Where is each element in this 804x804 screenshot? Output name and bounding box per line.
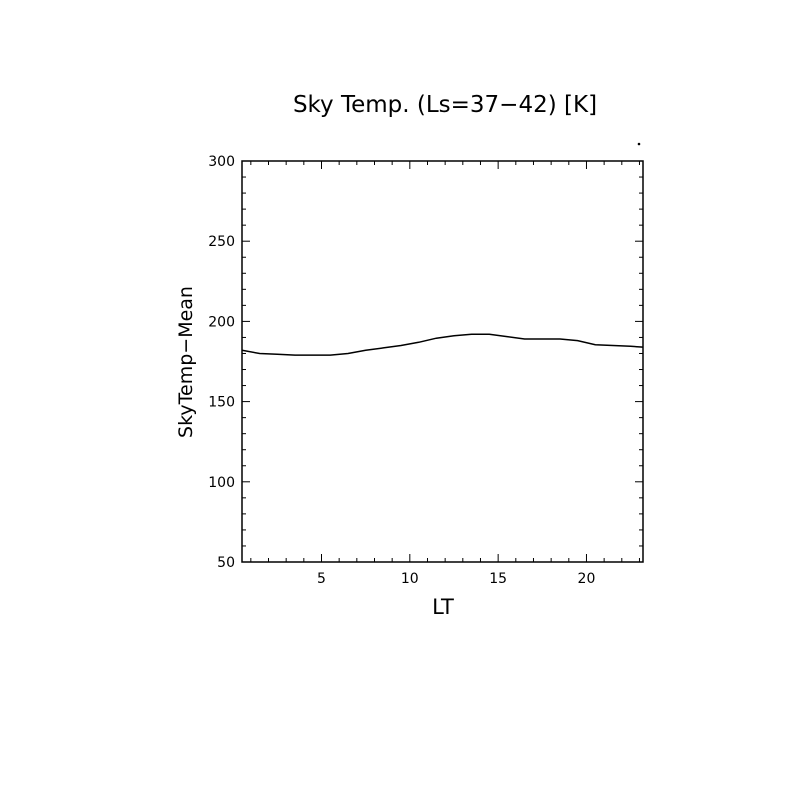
- y-tick-label: 300: [208, 154, 235, 170]
- plot-frame: [241, 160, 644, 563]
- axis-ticks: [242, 160, 643, 563]
- y-tick-label: 50: [217, 555, 235, 571]
- chart-title: Sky Temp. (Ls=37−42) [K]: [293, 92, 597, 118]
- y-tick-label: 150: [208, 395, 235, 411]
- axis-tick-labels: 50 100 150 200 250 300 5 10 15 20: [208, 154, 595, 587]
- y-tick-label: 250: [208, 234, 235, 250]
- x-tick-label: 15: [489, 571, 507, 587]
- y-tick-label: 200: [208, 314, 235, 330]
- x-tick-label: 10: [401, 571, 419, 587]
- x-axis-label: LT: [432, 595, 454, 619]
- y-axis-label: SkyTemp−Mean: [175, 286, 197, 438]
- corner-dot: [637, 142, 641, 146]
- y-tick-label: 100: [208, 475, 235, 491]
- x-tick-label: 5: [317, 571, 326, 587]
- x-tick-label: 20: [578, 571, 596, 587]
- series-line: [241, 333, 644, 356]
